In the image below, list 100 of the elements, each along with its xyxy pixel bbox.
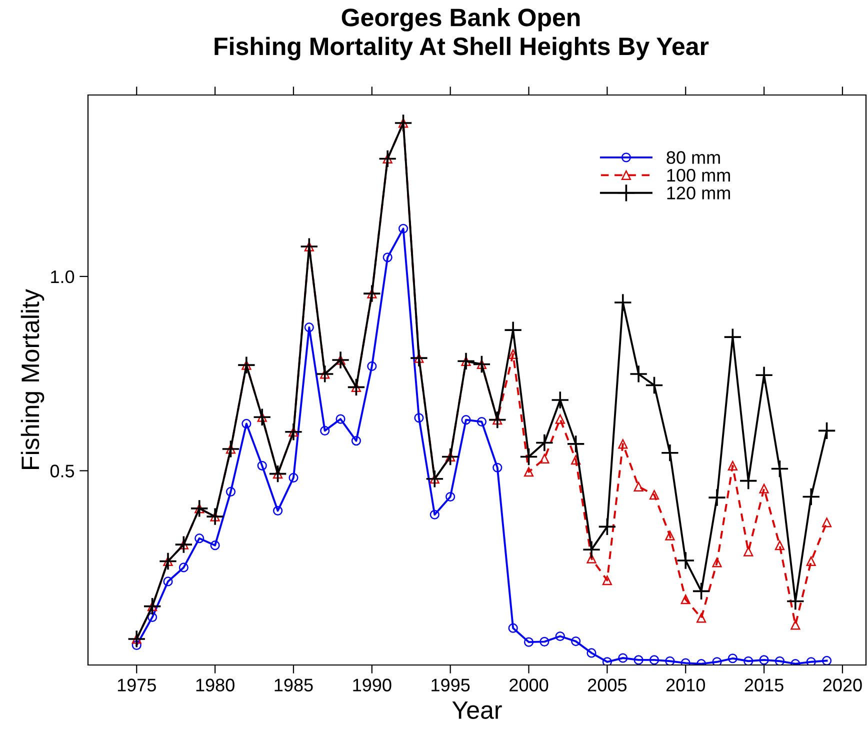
point: [461, 356, 471, 366]
point: [257, 460, 267, 470]
point: [237, 356, 256, 374]
point: [367, 288, 377, 298]
point: [540, 454, 550, 464]
point: [488, 410, 507, 430]
point: [242, 360, 252, 370]
point: [316, 364, 334, 384]
legend-label: 80 mm: [666, 151, 720, 164]
point: [680, 594, 690, 604]
x-tick-label: 1990: [353, 678, 392, 692]
x-axis-title: Year: [452, 702, 502, 719]
point: [508, 349, 518, 359]
legend-label: 120 mm: [667, 186, 730, 200]
point: [634, 655, 644, 665]
point: [676, 551, 695, 570]
point: [288, 472, 298, 483]
point: [665, 656, 675, 665]
point: [425, 470, 444, 488]
point: [273, 506, 283, 516]
point: [744, 656, 754, 665]
point: [582, 540, 601, 559]
point: [174, 535, 193, 554]
point: [822, 656, 832, 665]
point: [456, 352, 476, 370]
point: [446, 452, 456, 462]
point: [461, 415, 471, 425]
point: [132, 634, 142, 644]
x-tick-label: 2020: [823, 678, 862, 692]
point: [284, 422, 303, 442]
point: [362, 284, 382, 303]
point: [586, 554, 596, 564]
point: [346, 378, 366, 396]
point: [806, 556, 816, 566]
point: [210, 540, 220, 550]
point: [378, 149, 397, 168]
point: [634, 482, 644, 492]
point: [712, 558, 722, 568]
point: [708, 488, 726, 507]
point: [257, 412, 267, 422]
point: [802, 488, 820, 506]
point: [759, 484, 769, 494]
point: [806, 657, 816, 665]
point: [492, 462, 502, 472]
point: [367, 361, 377, 371]
point: [336, 355, 346, 365]
point: [222, 440, 240, 458]
point: [351, 436, 362, 446]
point: [524, 637, 534, 647]
point: [504, 320, 522, 340]
point: [414, 413, 424, 423]
point: [728, 460, 738, 470]
point: [410, 348, 428, 368]
point: [143, 597, 162, 616]
point: [163, 556, 173, 566]
point: [476, 416, 486, 427]
point: [692, 582, 711, 600]
point: [550, 390, 570, 410]
point: [226, 444, 236, 454]
point: [430, 510, 440, 520]
x-tick-label: 1980: [196, 678, 234, 692]
point: [252, 408, 272, 426]
point: [206, 507, 224, 526]
point: [696, 613, 706, 623]
point: [770, 460, 789, 478]
x-tick-label: 2010: [666, 678, 705, 692]
point: [178, 562, 188, 572]
point: [822, 518, 832, 528]
point: [398, 118, 408, 128]
point: [414, 353, 424, 363]
point: [351, 382, 362, 392]
point: [535, 434, 554, 452]
point: [336, 414, 346, 424]
point: [614, 293, 632, 312]
point: [571, 636, 581, 646]
x-tick-label: 2015: [744, 678, 784, 692]
point: [398, 224, 408, 234]
point: [759, 655, 769, 665]
x-tick-label: 1995: [432, 678, 470, 692]
point: [472, 355, 491, 374]
point: [602, 576, 612, 586]
point: [744, 546, 754, 556]
point: [566, 434, 586, 454]
point: [786, 592, 805, 611]
point: [163, 576, 173, 586]
y-tick-label: 0.5: [50, 464, 74, 478]
point: [331, 350, 350, 370]
point: [555, 631, 565, 642]
point: [190, 499, 209, 518]
point: [210, 512, 220, 522]
point: [754, 366, 774, 384]
point: [665, 530, 675, 540]
point: [660, 444, 680, 462]
point: [649, 490, 660, 500]
legend-label: 100 mm: [667, 168, 730, 182]
point: [524, 467, 534, 477]
x-tick-label: 1975: [118, 678, 156, 692]
chart-title: Georges Bank Open Fishing Mortality At Shell Heights By Year: [214, 8, 709, 60]
point: [441, 448, 460, 466]
point: [194, 534, 204, 544]
